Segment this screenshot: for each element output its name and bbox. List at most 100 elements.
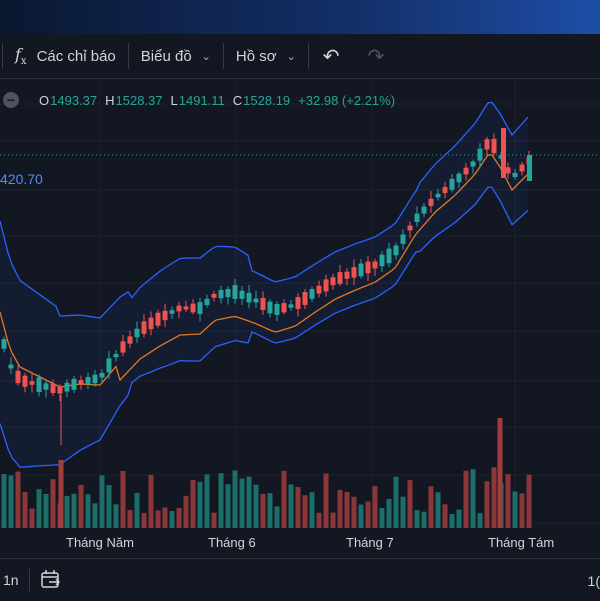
volume-bar (1, 474, 7, 528)
candle-body (477, 148, 483, 161)
candle-body (197, 302, 203, 314)
chart-type-dropdown[interactable]: Biểu đồ ⌄ (129, 34, 223, 78)
candle-body (232, 285, 238, 299)
redo-icon: ↷ (367, 45, 385, 68)
candle-body (22, 375, 28, 387)
open-value: 1493.37 (50, 92, 98, 108)
volume-bar (421, 511, 427, 528)
volume-bar (442, 504, 448, 528)
volume-bar (120, 470, 126, 528)
volume-bar (470, 469, 476, 528)
chart-pane[interactable] (0, 79, 600, 557)
toolbar-divider (2, 43, 3, 69)
date-range-button[interactable] (40, 569, 62, 592)
chevron-down-icon: ⌄ (201, 50, 211, 63)
candle-body (1, 339, 7, 349)
volume-bar (36, 489, 42, 528)
candle-body (29, 381, 35, 385)
volume-bar (351, 496, 357, 528)
candle-body (519, 164, 525, 172)
volume-bar (29, 508, 35, 528)
candle-body (99, 372, 105, 378)
candle-body (78, 380, 84, 384)
volume-bar (197, 481, 203, 528)
volume-bar (78, 484, 84, 528)
volume-bar (428, 486, 434, 528)
function-icon: fx (15, 44, 27, 68)
toolbar-divider (222, 43, 224, 69)
candle-body (316, 285, 322, 294)
indicators-button[interactable]: fx Các chỉ báo (3, 34, 128, 78)
volume-bar (463, 470, 469, 528)
candle-body (190, 303, 196, 313)
toolbar-divider (28, 569, 30, 591)
high-label: H (105, 92, 115, 108)
candle-body (330, 277, 336, 286)
candle-body (386, 248, 392, 264)
candle-body (484, 139, 490, 150)
candle-body (407, 225, 413, 231)
change-value: +32.98 (+2.21%) (298, 92, 396, 108)
volume-bar (358, 504, 364, 528)
volume-bar (260, 494, 266, 528)
profile-dropdown[interactable]: Hồ sơ ⌄ (224, 34, 308, 78)
candle-body (351, 267, 357, 278)
candle-body (463, 167, 469, 175)
undo-button[interactable]: ↶ (309, 34, 354, 78)
volume-bar (204, 474, 210, 528)
candle-body (127, 336, 133, 344)
volume-bar (365, 501, 371, 528)
volume-bar (211, 512, 217, 528)
candle-body (71, 378, 77, 390)
candle-body (218, 289, 224, 299)
redo-button[interactable]: ↷ (354, 34, 399, 78)
x-tick-label: Tháng Năm (66, 535, 134, 550)
candle-body (120, 341, 126, 353)
volume-bar (519, 493, 525, 528)
candle-body (50, 383, 56, 394)
volume-bar (316, 512, 322, 528)
candle-body (428, 198, 434, 206)
candle-body (183, 306, 189, 310)
volume-bar (344, 491, 350, 528)
candle-body (379, 254, 385, 267)
candle-body (253, 298, 259, 303)
volume-bar (379, 508, 385, 528)
close-value: 1528.19 (243, 92, 291, 108)
volume-bar (267, 492, 273, 528)
bollinger-band-fill (0, 102, 528, 468)
candle-body (162, 310, 168, 321)
candle-body (113, 353, 119, 358)
volume-bar (484, 481, 490, 528)
timeframe-button[interactable]: 1n (3, 572, 19, 588)
volume-bar (246, 476, 252, 528)
volume-bar (22, 492, 28, 528)
candle-body (148, 317, 154, 330)
volume-bar (302, 495, 308, 528)
candle-body (372, 261, 378, 269)
undo-icon: ↶ (322, 45, 340, 68)
volume-bar (113, 504, 119, 528)
volume-bar (337, 489, 343, 528)
candle-body (141, 321, 147, 334)
toolbar-divider (127, 43, 129, 69)
candle-body (267, 301, 273, 314)
indicators-label: Các chỉ báo (36, 47, 116, 65)
volume-bar (176, 507, 182, 528)
volume-bar (505, 474, 511, 528)
volume-bar (400, 496, 406, 528)
candle-body (393, 245, 399, 256)
candle-body (64, 382, 70, 392)
volume-bar (330, 512, 336, 528)
volume-bar (148, 474, 154, 528)
axis-scale-label: 1( (587, 573, 600, 589)
candle-body (449, 178, 455, 190)
volume-bar (435, 492, 441, 528)
top-toolbar: fx Các chỉ báo Biểu đồ ⌄ Hồ sơ ⌄ ↶ ↷ (0, 34, 600, 79)
collapse-legend-button[interactable]: − (3, 92, 19, 108)
price-chart[interactable] (0, 79, 600, 557)
volume-bar (239, 478, 245, 528)
candle-body (36, 377, 42, 392)
time-axis[interactable]: Tháng Năm Tháng 6 Tháng 7 Tháng Tám (0, 533, 600, 557)
price-level-value: 420.70 (0, 171, 43, 187)
